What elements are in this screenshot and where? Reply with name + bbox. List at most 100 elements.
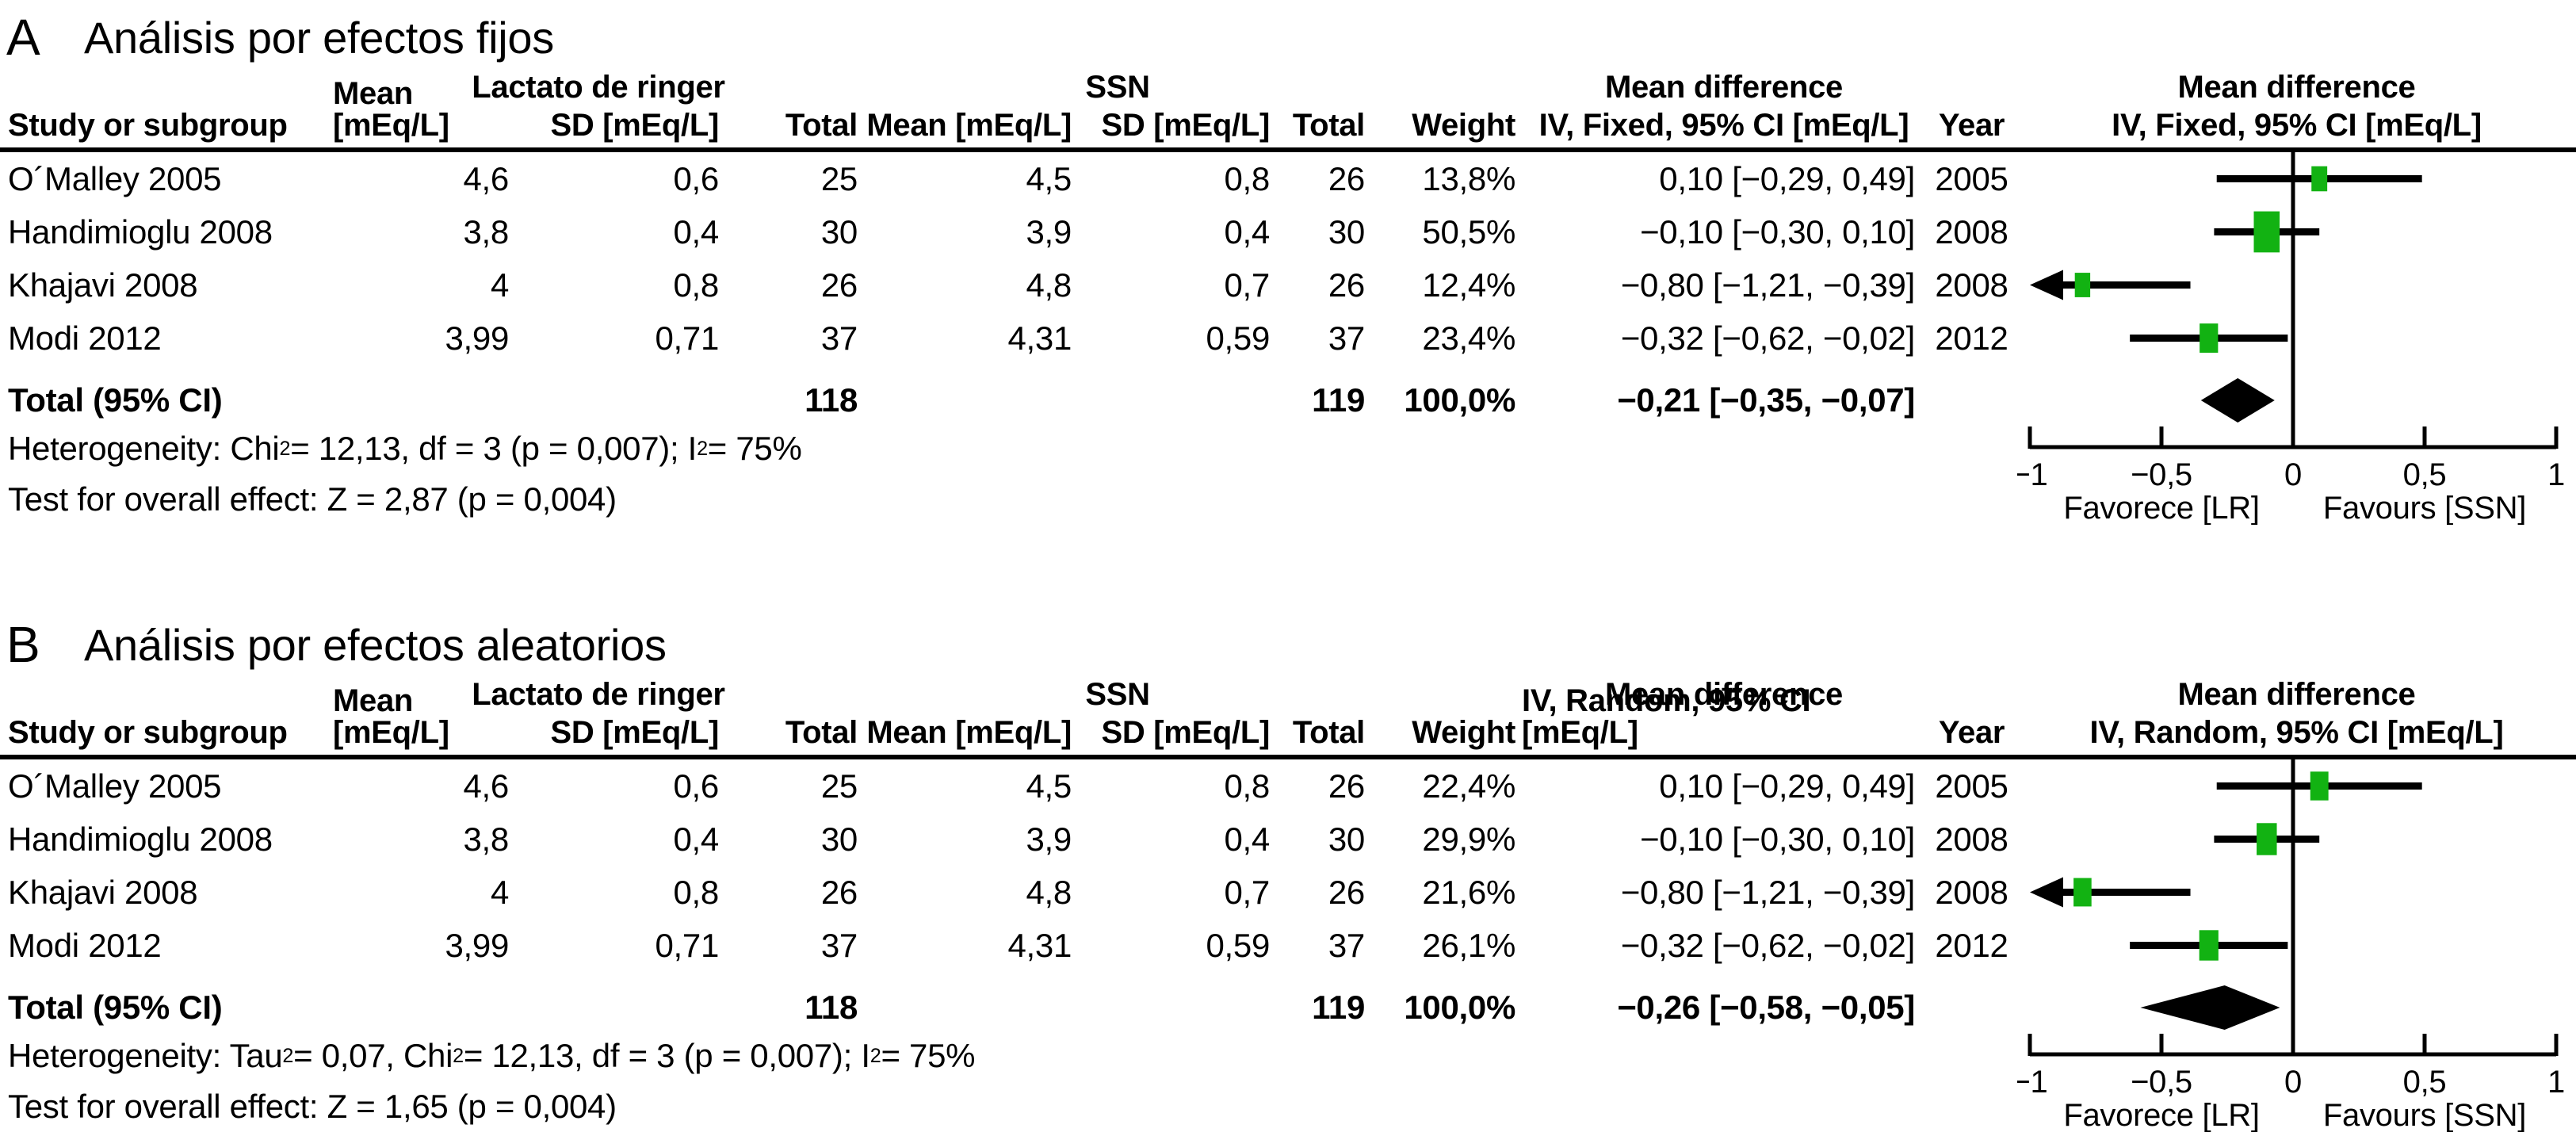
study-ci: −0,32 [−0,62, −0,02] xyxy=(1620,319,1915,357)
col-header-lr-mean: Mean [mEq/L] xyxy=(333,685,515,759)
total-ci: −0,26 [−0,58, −0,05] xyxy=(1617,989,1915,1026)
study-lr_total: 26 xyxy=(820,266,858,304)
study-year: 2008 xyxy=(1935,266,2008,304)
study-lr_total: 37 xyxy=(820,319,858,357)
study-name: Handimioglu 2008 xyxy=(8,212,273,251)
study-ci: 0,10 [−0,29, 0,49] xyxy=(1659,159,1915,197)
study-lr_total: 25 xyxy=(820,767,858,805)
mean-difference-header-plot: Mean difference xyxy=(2177,70,2416,105)
study-year: 2008 xyxy=(1935,212,2008,251)
overall-effect-text: Test for overall effect: Z = 1,65 (p = 0… xyxy=(8,1088,617,1125)
study-name: Khajavi 2008 xyxy=(8,873,198,911)
group-header-lactato: Lactato de ringer xyxy=(472,70,725,105)
svg-text:Favorece [LR]: Favorece [LR] xyxy=(2063,1098,2259,1132)
study-weight: 26,1% xyxy=(1422,926,1515,964)
study-year: 2008 xyxy=(1935,820,2008,858)
heterogeneity-text: Heterogeneity: Chi 2 = 12,13, df = 3 (p =… xyxy=(8,430,802,467)
study-ssn_total: 37 xyxy=(1328,926,1365,964)
study-ci: −0,32 [−0,62, −0,02] xyxy=(1620,926,1915,964)
forest-plot-a: −1 −0,5 0 0,5 1 Favorece [LR] Favours [SSN] xyxy=(2017,152,2565,525)
study-lr_mean: 3,99 xyxy=(445,319,509,357)
study-lr_mean: 3,8 xyxy=(463,820,510,858)
col-header-year: Year xyxy=(1926,717,2017,759)
study-lr_sd: 0,4 xyxy=(673,820,720,858)
study-ssn_total: 26 xyxy=(1328,767,1365,805)
svg-text:Favours [SSN]: Favours [SSN] xyxy=(2323,491,2526,525)
study-weight: 29,9% xyxy=(1422,820,1515,858)
study-ssn_sd: 0,8 xyxy=(1224,159,1271,197)
study-ssn_mean: 4,31 xyxy=(1007,926,1072,964)
svg-text:0: 0 xyxy=(2284,457,2302,492)
study-year: 2005 xyxy=(1935,767,2008,805)
study-ssn_mean: 4,31 xyxy=(1007,319,1072,357)
total-ci: −0,21 [−0,35, −0,07] xyxy=(1617,381,1915,419)
total-ssn-n: 119 xyxy=(1312,381,1365,419)
study-ci: 0,10 [−0,29, 0,49] xyxy=(1659,767,1915,805)
study-lr_sd: 0,6 xyxy=(673,767,720,805)
total-lr-n: 118 xyxy=(805,989,858,1026)
study-name: Modi 2012 xyxy=(8,319,162,357)
total-weight: 100,0% xyxy=(1404,989,1515,1026)
mean-difference-header-plot: Mean difference xyxy=(2177,677,2416,712)
study-ssn_mean: 4,8 xyxy=(1026,266,1072,304)
study-ssn_sd: 0,4 xyxy=(1224,820,1271,858)
col-header-ssn-sd: SD [mEq/L] xyxy=(1078,109,1276,152)
col-header-lr-mean: Mean [mEq/L] xyxy=(333,78,515,152)
panel-letter-a: A xyxy=(6,9,40,66)
svg-text:−0,5: −0,5 xyxy=(2131,457,2192,492)
study-ssn_mean: 4,5 xyxy=(1026,159,1072,197)
study-weight: 50,5% xyxy=(1422,212,1515,251)
study-ssn_sd: 0,7 xyxy=(1224,873,1271,911)
study-lr_sd: 0,4 xyxy=(673,212,720,251)
study-lr_total: 25 xyxy=(820,159,858,197)
study-year: 2012 xyxy=(1935,926,2008,964)
study-ssn_total: 37 xyxy=(1328,319,1365,357)
study-ssn_total: 30 xyxy=(1328,820,1365,858)
svg-text:−1: −1 xyxy=(2017,457,2048,492)
col-header-year: Year xyxy=(1926,109,2017,152)
study-name: O´Malley 2005 xyxy=(8,159,222,197)
panel-title-a: A Análisis por efectos fijos xyxy=(0,3,2576,71)
group-header-ssn: SSN xyxy=(1085,70,1150,105)
study-weight: 13,8% xyxy=(1422,159,1515,197)
group-header-lactato: Lactato de ringer xyxy=(472,677,725,712)
svg-text:−1: −1 xyxy=(2017,1065,2048,1100)
svg-text:Favorece [LR]: Favorece [LR] xyxy=(2063,491,2259,525)
study-ssn_mean: 3,9 xyxy=(1026,820,1072,858)
panel-heading-a: Análisis por efectos fijos xyxy=(84,12,554,63)
panel-fixed-effects: A Análisis por efectos fijos Lactato de … xyxy=(0,0,2576,525)
study-lr_total: 30 xyxy=(820,212,858,251)
study-year: 2012 xyxy=(1935,319,2008,357)
study-lr_mean: 3,8 xyxy=(463,212,510,251)
total-weight: 100,0% xyxy=(1404,381,1515,419)
col-header-effect-ci: IV, Random, 95% CI [mEq/L] xyxy=(1522,685,1926,759)
study-ssn_sd: 0,8 xyxy=(1224,767,1271,805)
study-name: Khajavi 2008 xyxy=(8,266,198,304)
col-header-lr-sd: SD [mEq/L] xyxy=(515,717,725,759)
study-ssn_total: 26 xyxy=(1328,159,1365,197)
group-header-ssn: SSN xyxy=(1085,677,1150,712)
study-ssn_total: 26 xyxy=(1328,873,1365,911)
col-header-study: Study or subgroup xyxy=(0,109,333,152)
study-ci: −0,10 [−0,30, 0,10] xyxy=(1640,820,1915,858)
study-lr_mean: 4 xyxy=(490,873,509,911)
study-ssn_total: 30 xyxy=(1328,212,1365,251)
study-ci: −0,80 [−1,21, −0,39] xyxy=(1620,873,1915,911)
total-label: Total (95% CI) xyxy=(8,989,223,1026)
panel-letter-b: B xyxy=(6,616,40,673)
study-lr_total: 26 xyxy=(820,873,858,911)
col-header-effect-ci: IV, Fixed, 95% CI [mEq/L] xyxy=(1522,109,1926,152)
meta-analysis-table-b: Lactato de ringer SSN Mean difference Me… xyxy=(0,679,2576,1132)
total-ssn-n: 119 xyxy=(1312,989,1365,1026)
study-lr_mean: 3,99 xyxy=(445,926,509,964)
study-weight: 22,4% xyxy=(1422,767,1515,805)
study-weight: 23,4% xyxy=(1422,319,1515,357)
study-lr_mean: 4 xyxy=(490,266,509,304)
study-ssn_mean: 4,8 xyxy=(1026,873,1072,911)
study-name: Handimioglu 2008 xyxy=(8,820,273,858)
study-ci: −0,10 [−0,30, 0,10] xyxy=(1640,212,1915,251)
col-header-weight: Weight xyxy=(1371,109,1522,152)
study-ssn_sd: 0,59 xyxy=(1206,926,1270,964)
study-lr_sd: 0,6 xyxy=(673,159,720,197)
svg-text:Favours [SSN]: Favours [SSN] xyxy=(2323,1098,2526,1132)
